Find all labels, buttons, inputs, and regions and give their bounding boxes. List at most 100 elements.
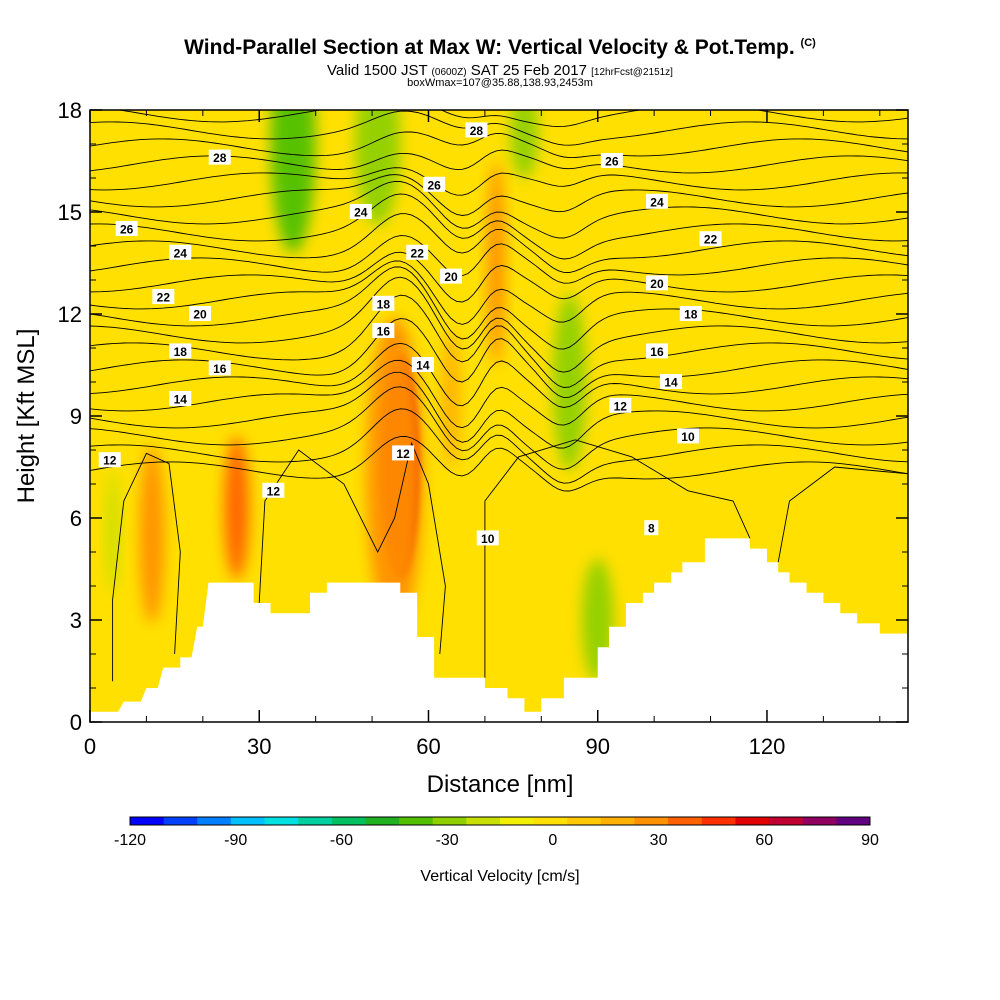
contour-label: 24 bbox=[354, 206, 368, 220]
contour-label: 12 bbox=[396, 447, 410, 461]
colorbar-tick-label: -60 bbox=[330, 832, 353, 849]
colorbar-swatch bbox=[634, 817, 669, 825]
terrain bbox=[90, 538, 908, 722]
isentrope-line bbox=[90, 174, 908, 216]
isentrope-line bbox=[90, 371, 908, 449]
contour-label: 22 bbox=[157, 291, 171, 305]
contour-label-box bbox=[262, 482, 285, 498]
colorbar-swatch bbox=[130, 817, 165, 825]
colorbar-swatch bbox=[399, 817, 434, 825]
valid-prefix: Valid 1500 JST bbox=[327, 62, 428, 79]
isentrope-low-line bbox=[258, 441, 446, 655]
contour-label: 18 bbox=[684, 308, 698, 322]
isentrope-line bbox=[90, 276, 908, 373]
contour-label: 16 bbox=[377, 325, 391, 339]
contour-label: 16 bbox=[650, 345, 664, 359]
x-tick-label: 30 bbox=[247, 734, 271, 759]
isentrope-line bbox=[90, 294, 908, 388]
contour-label: 28 bbox=[213, 151, 227, 165]
contour-label: 24 bbox=[174, 246, 188, 260]
contour-label-box bbox=[115, 221, 138, 236]
isentrope-line bbox=[90, 131, 908, 159]
colorbar-swatch bbox=[769, 817, 804, 825]
velocity-feature bbox=[487, 161, 506, 365]
contour-label: 28 bbox=[470, 124, 484, 138]
contour-label-box bbox=[465, 122, 488, 138]
colorbar-tick-label: 0 bbox=[548, 832, 557, 849]
isentrope-line bbox=[90, 436, 908, 492]
isentrope-line bbox=[90, 251, 908, 303]
contour-label-box bbox=[440, 268, 463, 284]
isentrope-line bbox=[90, 408, 908, 484]
contour-label-box bbox=[600, 153, 623, 168]
colorbar-tick-label: -120 bbox=[114, 832, 146, 849]
contour-label: 12 bbox=[267, 484, 281, 498]
contour-label: 10 bbox=[481, 532, 495, 546]
contour-label-box bbox=[349, 204, 372, 219]
contour-label: 22 bbox=[704, 233, 718, 247]
colorbar-tick-label: 30 bbox=[650, 832, 668, 849]
colorbar-tick-label: 60 bbox=[755, 832, 773, 849]
x-tick-label: 120 bbox=[749, 734, 786, 759]
x-tick-label: 0 bbox=[84, 734, 96, 759]
isentrope-line bbox=[90, 193, 908, 260]
velocity-feature bbox=[224, 436, 250, 580]
contour-label: 18 bbox=[174, 345, 188, 359]
colorbar-swatch bbox=[331, 817, 366, 825]
contour-label: 24 bbox=[650, 195, 664, 209]
colorbar-swatch bbox=[163, 817, 198, 825]
valid-fcst: [12hrFcst@2151z] bbox=[591, 67, 673, 78]
contour-label: 20 bbox=[650, 277, 664, 291]
velocity-feature bbox=[552, 293, 587, 471]
isentrope-line bbox=[90, 110, 908, 146]
colorbar-swatch bbox=[365, 817, 400, 825]
contour-label: 16 bbox=[213, 362, 227, 376]
contour-label-box bbox=[660, 374, 683, 389]
colorbar-swatch bbox=[802, 817, 837, 825]
terrain-mask bbox=[90, 538, 908, 722]
colorbar-tick-label: 90 bbox=[861, 832, 879, 849]
contour-label-box bbox=[169, 391, 192, 406]
copyright-mark: (C) bbox=[800, 37, 816, 49]
isentrope-line bbox=[90, 235, 908, 284]
contour-label: 20 bbox=[193, 308, 207, 322]
valid-date: SAT 25 Feb 2017 bbox=[470, 62, 587, 79]
colorbar-swatch bbox=[701, 817, 736, 825]
y-tick-label: 9 bbox=[70, 404, 82, 429]
isentrope-line bbox=[90, 266, 908, 350]
axes: 0 30 60 90 120 0 3 6 9 12 15 18 bbox=[58, 98, 908, 759]
velocity-feature bbox=[139, 446, 165, 624]
colorbar-swatch bbox=[432, 817, 467, 825]
isentrope-line bbox=[90, 342, 908, 408]
contour-label-box bbox=[476, 530, 499, 546]
colorbar-swatch bbox=[836, 817, 871, 825]
contour-label-box bbox=[152, 289, 175, 304]
contour-label: 10 bbox=[681, 430, 695, 444]
colorbar-swatch bbox=[264, 817, 299, 825]
colorbar-swatch bbox=[668, 817, 703, 825]
contour-label: 26 bbox=[605, 155, 619, 169]
colorbar-tick-label: -90 bbox=[224, 832, 247, 849]
isentrope-low-line bbox=[112, 452, 181, 682]
velocity-feature bbox=[510, 110, 539, 178]
isentrope-low-line bbox=[484, 439, 751, 678]
isentrope-line bbox=[90, 213, 908, 273]
isentrope-low-line bbox=[777, 466, 908, 563]
isentrope-lines bbox=[90, 110, 908, 682]
colorbar-swatch bbox=[500, 817, 535, 825]
x-axis-label: Distance [nm] bbox=[427, 771, 574, 798]
velocity-field bbox=[105, 110, 614, 682]
contour-label-box bbox=[423, 176, 446, 192]
contour-label: 14 bbox=[416, 359, 430, 373]
contour-label: 26 bbox=[120, 223, 134, 237]
contour-label-box bbox=[645, 343, 668, 359]
colorbar: -120 -90 -60 -30 0 30 60 90 bbox=[114, 816, 879, 849]
velocity-feature bbox=[355, 110, 401, 226]
contour-label-box bbox=[645, 193, 668, 209]
chart-subtitle: Valid 1500 JST (0600Z) SAT 25 Feb 2017 [… bbox=[0, 62, 1000, 79]
contour-label-box bbox=[609, 397, 632, 413]
contour-label: 18 bbox=[377, 297, 391, 311]
colorbar-swatch bbox=[197, 817, 232, 825]
contour-label: 14 bbox=[664, 376, 678, 390]
y-tick-label: 0 bbox=[70, 710, 82, 735]
